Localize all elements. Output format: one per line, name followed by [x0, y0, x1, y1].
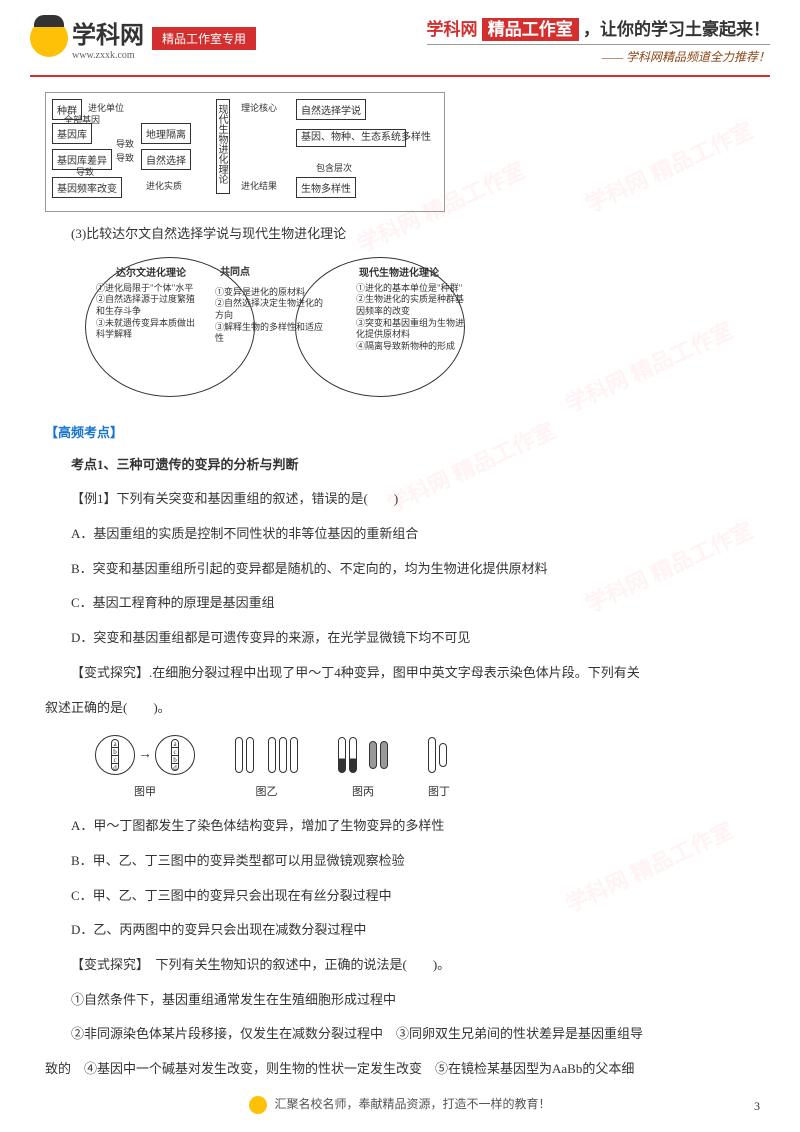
- logo-icon: [30, 19, 68, 57]
- diagram-box: 基因库: [52, 123, 92, 144]
- diagram-box: 自然选择: [141, 149, 191, 170]
- logo: 学科网 www.zxxk.com 精品工作室专用: [30, 15, 256, 61]
- chrom-label: 图丙: [338, 783, 388, 799]
- statement: 致的 ④基因中一个碱基对发生改变，则生物的性状一定发生改变 ⑤在镜检某基因型为A…: [45, 1057, 755, 1082]
- promo-text: ，让你的学习土豪起来！: [583, 20, 770, 39]
- venn-diagram: 达尔文进化理论 ①进化局限于"个体"水平 ②自然选择源于过度繁殖和生存斗争 ③未…: [85, 257, 465, 407]
- chrom-group-3: 图丙: [338, 735, 388, 799]
- logo-url: www.zxxk.com: [72, 50, 144, 61]
- option-c: C．基因工程育种的原理是基因重组: [45, 591, 755, 616]
- chrom-group-2: 图乙: [235, 735, 298, 799]
- diagram-box: 生物多样性: [296, 177, 356, 198]
- option-a: A．基因重组的实质是控制不同性状的非等位基因的重新组合: [45, 522, 755, 547]
- option-a: A．甲～丁图都发生了染色体结构变异，增加了生物变异的多样性: [45, 814, 755, 839]
- page-number: 3: [754, 1099, 760, 1114]
- option-b: B．突变和基因重组所引起的变异都是随机的、不定向的，均为生物进化提供原材料: [45, 557, 755, 582]
- logo-name: 学科网: [72, 15, 144, 50]
- chrom-label: 图甲: [95, 783, 195, 799]
- venn-text: ①进化局限于"个体"水平 ②自然选择源于过度繁殖和生存斗争 ③未就遗传变异本质做…: [96, 283, 201, 341]
- diagram-label: 进化结果: [241, 179, 277, 192]
- page-header: 学科网 www.zxxk.com 精品工作室专用 学科网 精品工作室 ，让你的学…: [0, 0, 800, 75]
- chromosome-diagram: abcd → acbd 图甲 图乙 图丙 图丁: [95, 735, 755, 799]
- venn-center-title: 共同点: [220, 263, 250, 278]
- promo-text: 学科网: [427, 20, 478, 39]
- venn-right: 现代生物进化理论 ①进化的基本单位是"种群" ②生物进化的实质是种群基因频率的改…: [295, 257, 465, 397]
- option-d: D．突变和基因重组都是可遗传变异的来源，在光学显微镜下均不可见: [45, 626, 755, 651]
- diagram-label: 导致: [116, 137, 134, 150]
- section-title: 【高频考点】: [45, 422, 755, 441]
- concept-diagram: 种群 进化单位 基因库 全部基因 基因库差异 导致 基因频率改变 导致 地理隔离…: [45, 92, 445, 212]
- option-d: D．乙、丙两图中的变异只会出现在减数分裂过程中: [45, 918, 755, 943]
- diagram-label: 包含层次: [316, 161, 352, 174]
- chrom-label: 图乙: [235, 783, 298, 799]
- chrom-group-1: abcd → acbd 图甲: [95, 735, 195, 799]
- statement: ②非同源染色体某片段移接，仅发生在减数分裂过程中 ③同卵双生兄弟间的性状差异是基…: [45, 1022, 755, 1047]
- option-b: B．甲、乙、丁三图中的变异类型都可以用显微镜观察检验: [45, 849, 755, 874]
- variant-question-cont: 叙述正确的是( )。: [45, 696, 755, 721]
- venn-text: ①进化的基本单位是"种群" ②生物进化的实质是种群基因频率的改变 ③突变和基因重…: [356, 283, 471, 353]
- chrom-label: 图丁: [428, 783, 450, 799]
- variant-question: 【变式探究】.在细胞分裂过程中出现了甲～丁4种变异，图甲中英文字母表示染色体片段…: [45, 661, 755, 686]
- diagram-label: 导致: [116, 151, 134, 164]
- diagram-label: 理论核心: [241, 101, 277, 114]
- diagram-box: 现代生物进化理论: [216, 99, 230, 194]
- diagram-box: 自然选择学说: [296, 99, 366, 120]
- promo-subtitle: —— 学科网精品频道全力推荐！: [427, 44, 771, 65]
- statement: ①自然条件下，基因重组通常发生在生殖细胞形成过程中: [45, 988, 755, 1013]
- footer-icon: [249, 1096, 267, 1114]
- diagram-box: 基因频率改变: [52, 177, 122, 198]
- header-promo: 学科网 精品工作室 ，让你的学习土豪起来！ —— 学科网精品频道全力推荐！: [427, 15, 771, 65]
- promo-badge: 精品工作室: [482, 18, 579, 41]
- example: 【例1】下列有关突变和基因重组的叙述，错误的是( ): [45, 487, 755, 512]
- paragraph: (3)比较达尔文自然选择学说与现代生物进化理论: [45, 222, 755, 247]
- diagram-box: 基因、物种、生态系统多样性: [296, 129, 406, 147]
- option-c: C．甲、乙、丁三图中的变异只会出现在有丝分裂过程中: [45, 884, 755, 909]
- diagram-label: 进化实质: [146, 179, 182, 192]
- footer-text: 汇聚名校名师，奉献精品资源，打造不一样的教育！: [274, 1097, 550, 1111]
- header-divider: [30, 75, 770, 77]
- exam-point: 考点1、三种可遗传的变异的分析与判断: [45, 453, 755, 478]
- diagram-label: 全部基因: [64, 113, 100, 126]
- chrom-group-4: 图丁: [428, 735, 450, 799]
- diagram-label: 导致: [76, 165, 94, 178]
- venn-title: 达尔文进化理论: [116, 264, 186, 279]
- variant-question-2: 【变式探究】 下列有关生物知识的叙述中，正确的说法是( )。: [45, 953, 755, 978]
- page-footer: 汇聚名校名师，奉献精品资源，打造不一样的教育！: [0, 1095, 800, 1114]
- venn-title: 现代生物进化理论: [359, 264, 439, 279]
- diagram-box: 地理隔离: [141, 123, 191, 144]
- header-badge: 精品工作室专用: [152, 27, 256, 50]
